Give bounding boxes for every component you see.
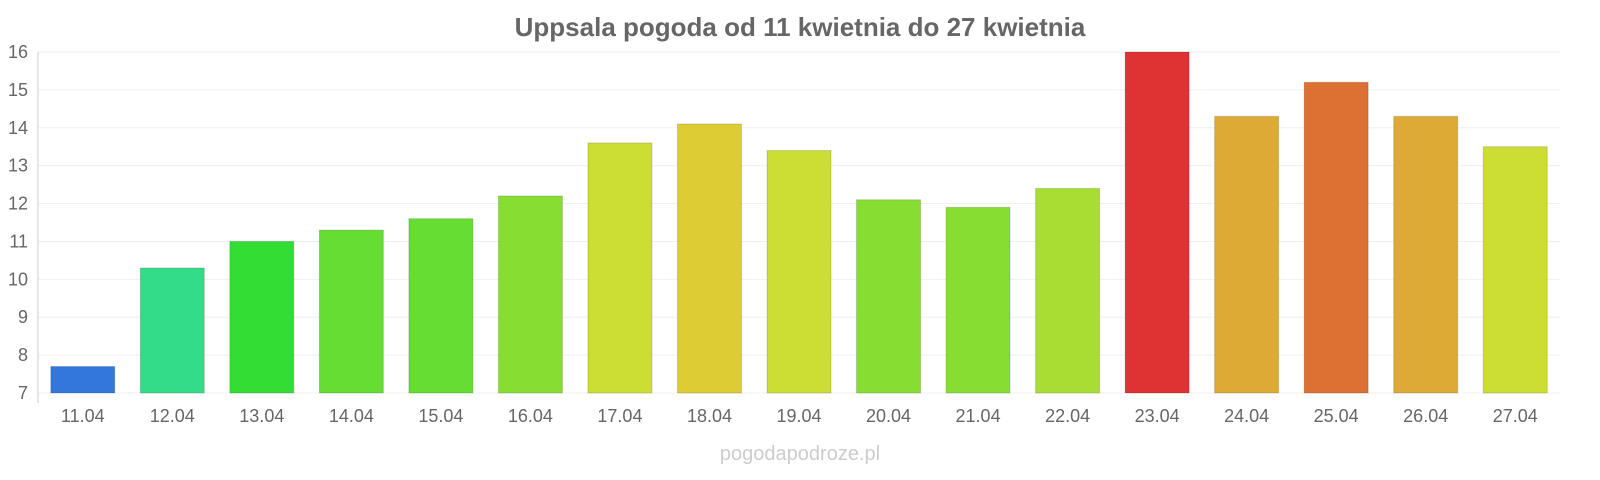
y-axis: 7 8 9 10 11 12 13 14 15 16 [8, 42, 28, 403]
x-tick-label: 21.04 [956, 406, 1001, 426]
bar-26.04[interactable] [1393, 115, 1459, 394]
y-tick-label: 7 [18, 383, 28, 403]
bar-27.04[interactable] [1482, 146, 1548, 394]
y-tick-label: 11 [9, 231, 28, 251]
x-tick-label: 17.04 [597, 406, 642, 426]
x-tick-label: 25.04 [1314, 406, 1359, 426]
y-tick-label: 13 [8, 156, 28, 176]
bar-23.04[interactable] [1124, 51, 1190, 394]
bar-24.04[interactable] [1214, 115, 1280, 394]
y-tick-label: 9 [18, 307, 28, 327]
x-axis: 11.04 12.04 13.04 14.04 15.04 16.04 17.04 18.04… [61, 406, 1538, 426]
y-tick-label: 16 [8, 42, 28, 62]
x-tick-label: 19.04 [776, 406, 821, 426]
x-tick-label: 22.04 [1045, 406, 1090, 426]
x-tick-label: 18.04 [687, 406, 732, 426]
bar-21.04[interactable] [945, 206, 1011, 394]
x-tick-label: 16.04 [508, 406, 553, 426]
y-tick-label: 15 [8, 80, 28, 100]
x-tick-label: 13.04 [239, 406, 284, 426]
y-tick-label: 12 [8, 194, 28, 214]
bar-12.04[interactable] [139, 267, 205, 394]
chart-title: Uppsala pogoda od 11 kwietnia do 27 kwie… [515, 12, 1086, 42]
x-tick-label: 15.04 [418, 406, 463, 426]
x-tick-label: 24.04 [1224, 406, 1269, 426]
bar-17.04[interactable] [587, 142, 653, 394]
y-tick-label: 10 [8, 269, 28, 289]
bar-11.04[interactable] [50, 365, 116, 394]
x-tick-label: 23.04 [1135, 406, 1180, 426]
bars [50, 51, 1548, 394]
bar-25.04[interactable] [1303, 81, 1369, 394]
bar-13.04[interactable] [229, 240, 295, 394]
bar-16.04[interactable] [497, 195, 563, 394]
bar-15.04[interactable] [408, 218, 474, 394]
x-tick-label: 27.04 [1493, 406, 1538, 426]
y-tick-label: 8 [18, 345, 28, 365]
watermark: pogodapodroze.pl [720, 443, 880, 465]
bar-20.04[interactable] [856, 199, 922, 394]
x-tick-label: 12.04 [150, 406, 195, 426]
x-tick-label: 14.04 [329, 406, 374, 426]
bar-14.04[interactable] [318, 229, 384, 394]
bar-18.04[interactable] [676, 123, 742, 394]
bar-19.04[interactable] [766, 150, 832, 394]
x-tick-label: 26.04 [1403, 406, 1448, 426]
x-tick-label: 11.04 [61, 406, 105, 426]
bar-22.04[interactable] [1035, 187, 1101, 394]
y-tick-label: 14 [8, 118, 28, 138]
x-tick-label: 20.04 [866, 406, 911, 426]
